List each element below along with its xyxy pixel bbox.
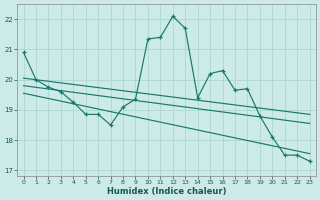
- X-axis label: Humidex (Indice chaleur): Humidex (Indice chaleur): [107, 187, 226, 196]
